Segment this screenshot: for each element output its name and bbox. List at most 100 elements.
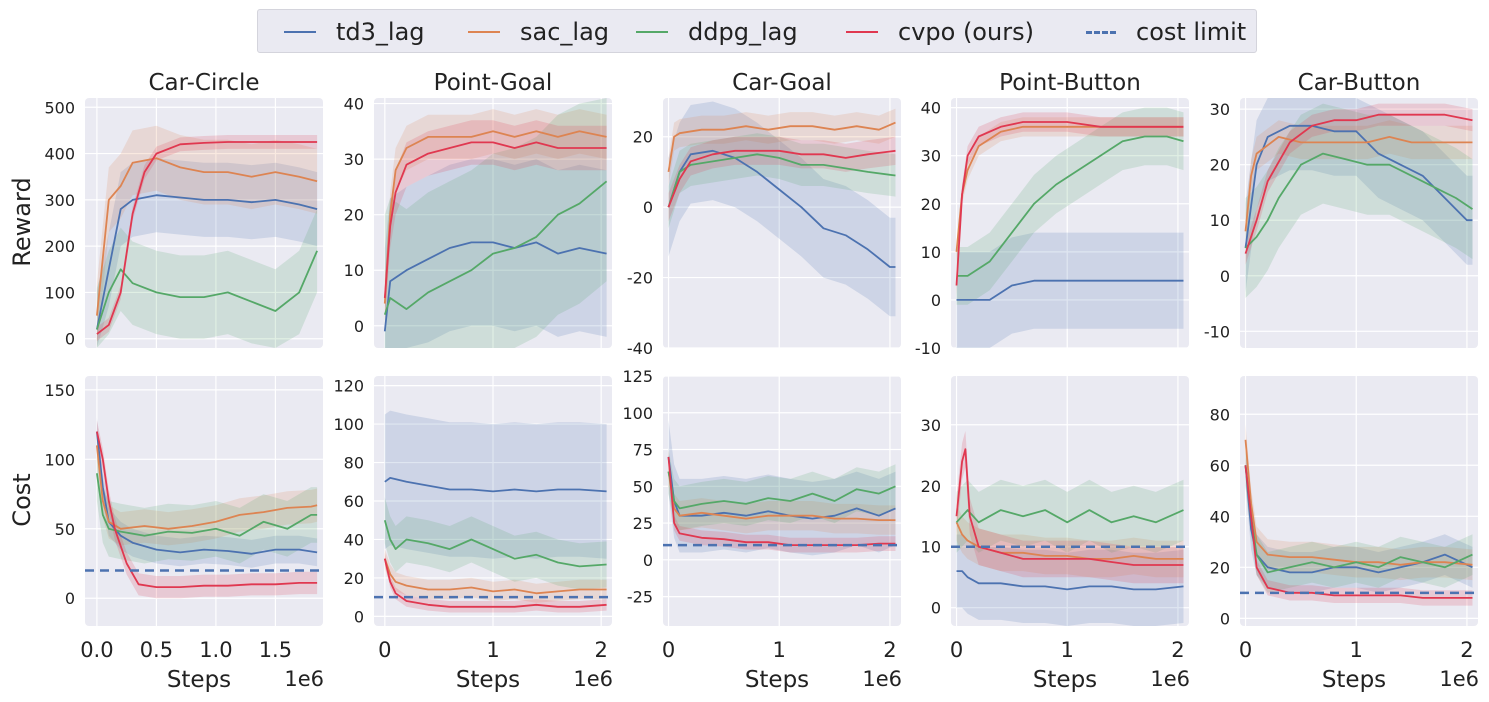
y-tick-label: 100 <box>622 404 653 423</box>
x-tick-label: 2 <box>1460 638 1473 662</box>
series-line-sac-lag <box>383 558 607 595</box>
band-cvpo-ours- <box>384 120 607 321</box>
band-td3-lag <box>96 158 318 348</box>
y-tick-label: 80 <box>1210 405 1230 424</box>
band-sac-lag <box>668 108 896 186</box>
x-tick-label: 0.5 <box>140 638 173 662</box>
band-cvpo-ours- <box>1245 103 1473 265</box>
y-tick-label: 10 <box>921 538 941 557</box>
panel-title: Point-Goal <box>434 70 553 96</box>
x-tick-label: 2 <box>594 638 607 662</box>
series-line-ddpg-lag <box>96 250 318 330</box>
panel-cost-3: -25 0 25 50 75 100 125 0 1 2 Steps 1e6 <box>622 367 902 693</box>
y-tick-label: 50 <box>633 477 653 496</box>
band-sac-lag <box>96 428 318 546</box>
band-td3-lag <box>384 410 607 559</box>
x-tick-label: 2 <box>1171 638 1184 662</box>
panel-background <box>951 376 1189 626</box>
series-line-cvpo-ours- <box>955 121 1184 286</box>
x-tick-label: 1 <box>1061 638 1074 662</box>
x-tick-label: 0.0 <box>80 638 113 662</box>
x-tick-label: 1.0 <box>199 638 232 662</box>
band-cvpo-ours- <box>1245 457 1473 606</box>
y-tick-label: 60 <box>344 492 364 511</box>
panel-reward-4: -10 0 10 20 30 40 Point-Button <box>915 70 1189 358</box>
y-tick-label: -20 <box>627 269 653 288</box>
panel-cost-2: 0 20 40 60 80 100 120 0 1 2 Steps 1e6 <box>333 376 613 693</box>
series-line-ddpg-lag <box>667 471 896 510</box>
row-label-reward: Reward <box>8 177 36 266</box>
band-sac-lag <box>96 125 318 348</box>
legend-swatch-sac <box>468 31 500 33</box>
y-tick-label: 0 <box>1220 267 1230 286</box>
legend-item-cvpo: cvpo (ours) <box>846 10 1034 54</box>
y-tick-label: 40 <box>921 99 941 118</box>
band-cvpo-ours- <box>956 430 1184 584</box>
y-tick-label: 20 <box>921 477 941 496</box>
series-line-sac-lag <box>96 445 318 530</box>
series-line-cvpo-ours- <box>383 141 607 299</box>
series-line-ddpg-lag <box>667 153 896 208</box>
y-tick-label: 0 <box>65 589 75 608</box>
band-ddpg-lag <box>96 209 318 348</box>
panel-title: Car-Circle <box>148 70 259 96</box>
panel-title: Car-Goal <box>732 70 832 96</box>
panel-title: Car-Button <box>1298 70 1421 96</box>
band-ddpg-lag <box>956 107 1184 305</box>
band-cvpo-ours- <box>956 112 1184 296</box>
x-tick-label: 1 <box>486 638 499 662</box>
band-sac-lag <box>956 117 1184 262</box>
legend-swatch-ddpg <box>636 31 668 33</box>
x-tick-label: 0 <box>1239 638 1252 662</box>
x-axis-label: Steps <box>1322 667 1386 693</box>
series-line-cvpo-ours- <box>96 141 318 335</box>
y-tick-label: 80 <box>344 454 364 473</box>
y-tick-label: 0 <box>643 198 653 217</box>
x-axis-label: Steps <box>1033 667 1097 693</box>
panel-background <box>85 376 323 626</box>
y-tick-label: 120 <box>333 377 364 396</box>
y-tick-label: 150 <box>44 381 75 400</box>
band-cvpo-ours- <box>96 420 318 599</box>
x-tick-label: 1.5 <box>259 638 292 662</box>
band-sac-lag <box>1245 120 1473 248</box>
panel-reward-3: -40 -20 0 20 Car-Goal <box>627 70 901 358</box>
y-tick-label: -40 <box>627 339 653 358</box>
y-tick-label: 10 <box>1210 211 1230 230</box>
y-tick-label: 20 <box>344 569 364 588</box>
band-ddpg-lag <box>1245 103 1473 298</box>
y-tick-label: 10 <box>344 261 364 280</box>
series-line-cvpo-ours- <box>383 558 607 608</box>
x-axis-multiplier: 1e6 <box>284 667 324 691</box>
y-tick-label: 40 <box>1210 507 1230 526</box>
band-ddpg-lag <box>668 449 896 531</box>
series-line-td3-lag <box>96 194 318 330</box>
y-tick-label: 0 <box>1220 609 1230 628</box>
legend-swatch-td3 <box>284 31 316 33</box>
band-ddpg-lag <box>1245 444 1473 593</box>
y-tick-label: 100 <box>44 450 75 469</box>
y-tick-label: 30 <box>344 150 364 169</box>
y-tick-label: 200 <box>44 237 75 256</box>
panel-reward-5: -10 0 10 20 30 Car-Button <box>1204 70 1478 348</box>
panel-cost-4: 0 10 20 30 0 1 2 Steps 1e6 <box>921 376 1190 693</box>
legend-item-limit: cost limit <box>1086 10 1246 54</box>
x-axis-multiplier: 1e6 <box>862 667 902 691</box>
panel-reward-1: 0 100 200 300 400 500 Car-Circle <box>44 70 323 349</box>
panel-background <box>663 376 901 626</box>
y-tick-label: 30 <box>921 416 941 435</box>
series-line-sac-lag <box>1244 135 1473 232</box>
y-tick-label: 60 <box>1210 456 1230 475</box>
series-line-cvpo-ours- <box>96 431 318 588</box>
y-tick-label: 0 <box>65 330 75 349</box>
x-axis-multiplier: 1e6 <box>1439 667 1479 691</box>
legend-label-limit: cost limit <box>1136 18 1247 46</box>
y-tick-label: 400 <box>44 145 75 164</box>
band-sac-lag <box>956 504 1184 578</box>
series-line-sac-lag <box>96 157 318 316</box>
band-td3-lag <box>956 232 1184 348</box>
y-tick-label: 30 <box>1210 100 1230 119</box>
row-label-cost: Cost <box>8 473 36 526</box>
y-tick-label: 20 <box>921 195 941 214</box>
legend-item-td3: td3_lag <box>284 10 425 54</box>
